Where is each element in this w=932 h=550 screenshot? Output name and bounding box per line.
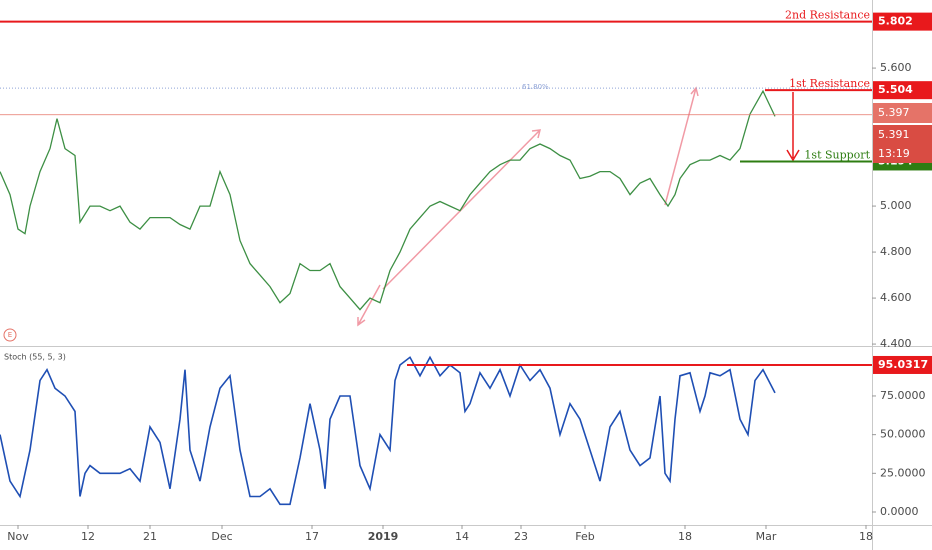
- x-tick-label: 18: [678, 530, 692, 543]
- x-tick-label: 12: [81, 530, 95, 543]
- price-value: 5.397: [878, 106, 910, 119]
- y-tick-label: 75.0000: [880, 389, 926, 402]
- countdown-box: [873, 145, 932, 163]
- price-box: [873, 103, 932, 123]
- x-tick-label: 2019: [368, 530, 399, 543]
- down-arrow: [786, 92, 800, 162]
- y-tick-label: 5.000: [880, 199, 912, 212]
- level-value: 5.504: [878, 83, 913, 96]
- level-value: 95.0317: [878, 358, 928, 371]
- level-name: 1st Support: [804, 148, 870, 161]
- series-line: [0, 89, 776, 311]
- countdown: 13:19: [878, 147, 910, 160]
- level-name: 2nd Resistance: [785, 9, 870, 22]
- event-label: E: [8, 331, 12, 339]
- x-tick-label: 18: [859, 530, 873, 543]
- x-tick-label: Mar: [756, 530, 777, 543]
- fib-label: 61.80%: [522, 83, 549, 91]
- y-tick-label: 0.0000: [880, 505, 919, 518]
- x-tick-label: 14: [455, 530, 469, 543]
- y-tick-label: 5.600: [880, 61, 912, 74]
- level-box: [873, 81, 932, 100]
- level-name: 1st Resistance: [789, 77, 870, 90]
- y-tick-label: 4.600: [880, 291, 912, 304]
- x-tick-label: 21: [143, 530, 157, 543]
- level-value: 5.802: [878, 15, 913, 28]
- y-tick-label: 4.800: [880, 245, 912, 258]
- indicator-title: Stoch (55, 5, 3): [4, 353, 66, 362]
- y-tick-label: 50.0000: [880, 428, 926, 441]
- x-tick-label: 23: [514, 530, 528, 543]
- level-box: [873, 355, 932, 374]
- y-tick-label: 25.0000: [880, 466, 926, 479]
- y-tick-label: 4.400: [880, 337, 912, 350]
- x-tick-label: Feb: [575, 530, 594, 543]
- x-tick-label: 17: [305, 530, 319, 543]
- series-line: [0, 355, 776, 506]
- level-box: [873, 12, 932, 31]
- price-box: [873, 125, 932, 145]
- event-marker: [3, 328, 17, 342]
- arrow: [357, 284, 381, 327]
- x-tick-label: Dec: [211, 530, 232, 543]
- price-value: 5.391: [878, 128, 910, 141]
- x-tick-label: Nov: [7, 530, 29, 543]
